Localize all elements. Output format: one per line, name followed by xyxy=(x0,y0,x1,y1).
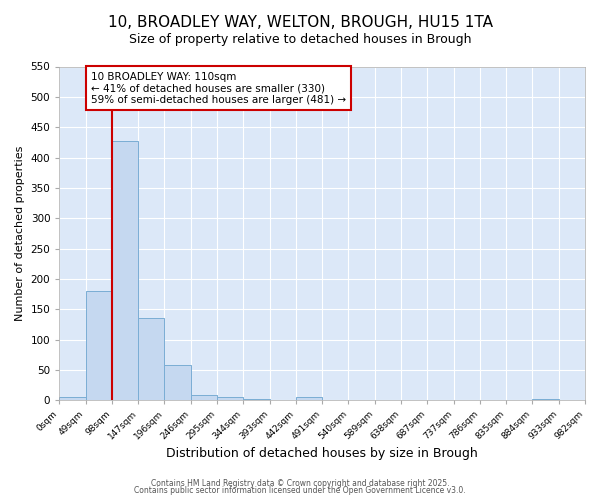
Text: Contains HM Land Registry data © Crown copyright and database right 2025.: Contains HM Land Registry data © Crown c… xyxy=(151,478,449,488)
Text: Contains public sector information licensed under the Open Government Licence v3: Contains public sector information licen… xyxy=(134,486,466,495)
Bar xyxy=(244,399,269,400)
Bar xyxy=(86,291,112,401)
Bar xyxy=(138,318,164,400)
Text: 10 BROADLEY WAY: 110sqm
← 41% of detached houses are smaller (330)
59% of semi-d: 10 BROADLEY WAY: 110sqm ← 41% of detache… xyxy=(91,72,346,104)
Bar xyxy=(59,398,86,400)
Text: 10, BROADLEY WAY, WELTON, BROUGH, HU15 1TA: 10, BROADLEY WAY, WELTON, BROUGH, HU15 1… xyxy=(107,15,493,30)
Y-axis label: Number of detached properties: Number of detached properties xyxy=(15,146,25,321)
Bar xyxy=(164,365,191,400)
Bar xyxy=(112,140,138,400)
Bar xyxy=(296,398,322,400)
Bar xyxy=(532,399,559,400)
Bar xyxy=(191,396,217,400)
Bar xyxy=(217,396,244,400)
X-axis label: Distribution of detached houses by size in Brough: Distribution of detached houses by size … xyxy=(166,447,478,460)
Text: Size of property relative to detached houses in Brough: Size of property relative to detached ho… xyxy=(129,32,471,46)
